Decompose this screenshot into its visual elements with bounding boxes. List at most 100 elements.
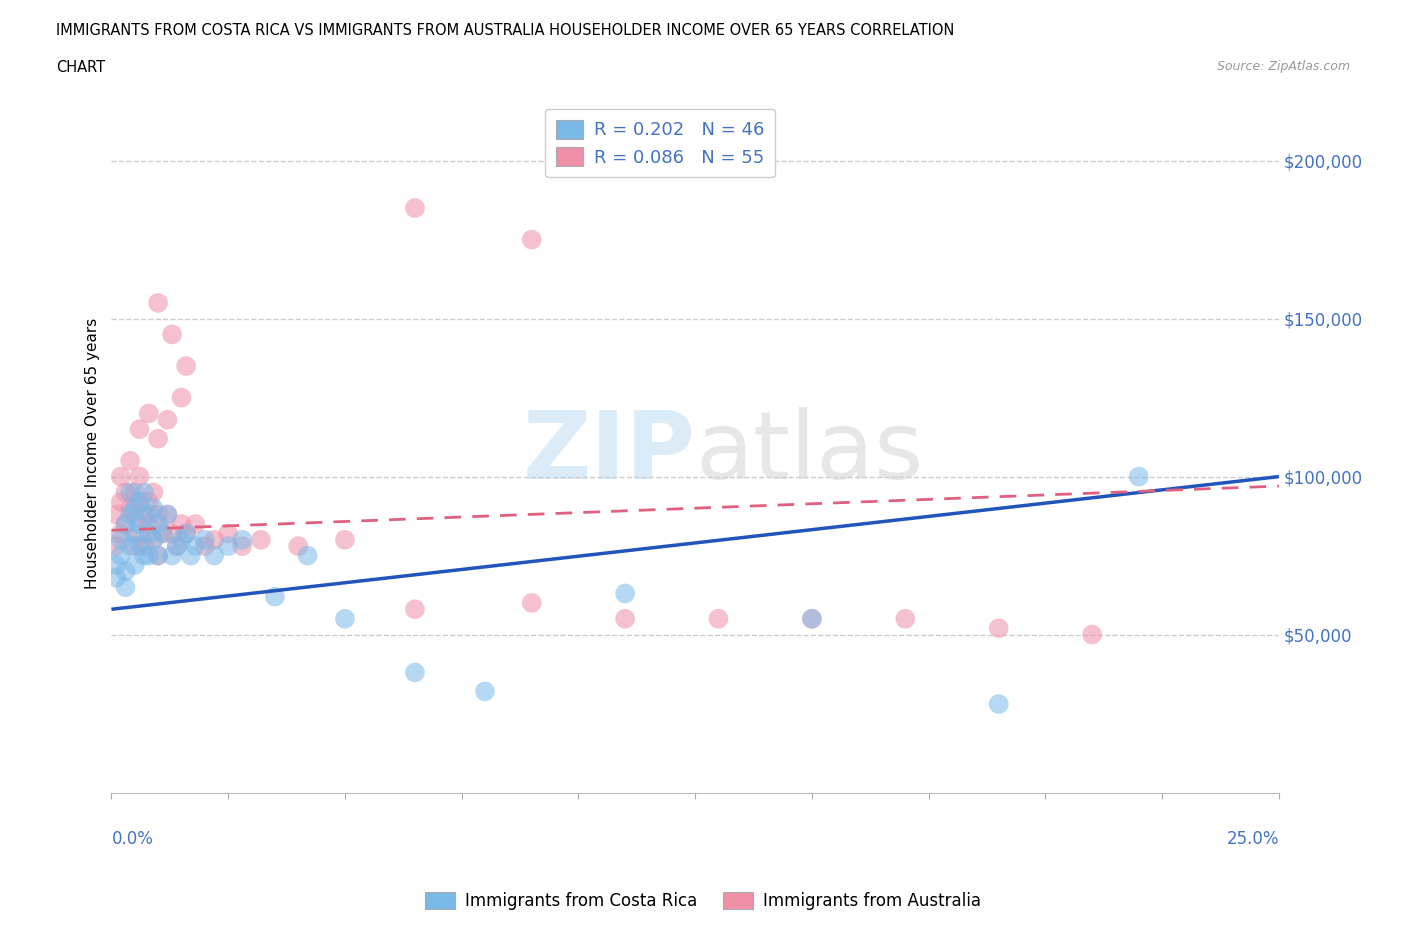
Point — [124, 558, 146, 573]
Point — [160, 526, 183, 541]
Point — [120, 485, 142, 499]
Point — [250, 532, 273, 547]
Point — [138, 526, 160, 541]
Point — [142, 485, 165, 499]
Text: 25.0%: 25.0% — [1226, 830, 1279, 848]
Text: CHART: CHART — [56, 60, 105, 75]
Point — [138, 507, 160, 522]
Point — [987, 697, 1010, 711]
Text: atlas: atlas — [695, 407, 924, 498]
Point — [114, 579, 136, 594]
Point — [231, 532, 253, 547]
Point — [128, 526, 150, 541]
Point — [146, 548, 169, 563]
Point — [105, 507, 128, 522]
Point — [170, 532, 193, 547]
Point — [520, 595, 543, 610]
Point — [1128, 469, 1150, 484]
Point — [152, 526, 174, 541]
Point — [146, 548, 169, 563]
Point — [128, 422, 150, 437]
Point — [800, 611, 823, 626]
Point — [132, 485, 155, 499]
Y-axis label: Householder Income Over 65 years: Householder Income Over 65 years — [86, 317, 100, 589]
Point — [194, 532, 217, 547]
Point — [297, 548, 319, 563]
Point — [404, 201, 426, 216]
Point — [110, 526, 132, 541]
Point — [333, 532, 356, 547]
Point — [184, 538, 207, 553]
Point — [174, 359, 197, 374]
Point — [142, 532, 165, 547]
Point — [105, 558, 128, 573]
Point — [987, 621, 1010, 636]
Point — [170, 516, 193, 531]
Point — [124, 526, 146, 541]
Point — [184, 516, 207, 531]
Point — [120, 453, 142, 468]
Point — [202, 548, 225, 563]
Point — [180, 548, 202, 563]
Point — [114, 516, 136, 531]
Point — [156, 412, 179, 427]
Point — [146, 432, 169, 446]
Point — [138, 406, 160, 421]
Point — [142, 532, 165, 547]
Text: Source: ZipAtlas.com: Source: ZipAtlas.com — [1216, 60, 1350, 73]
Point — [138, 516, 160, 531]
Point — [128, 495, 150, 510]
Point — [217, 538, 239, 553]
Point — [520, 232, 543, 247]
Point — [263, 590, 285, 604]
Point — [132, 548, 155, 563]
Point — [170, 391, 193, 405]
Point — [614, 611, 637, 626]
Point — [132, 538, 155, 553]
Point — [128, 516, 150, 531]
Point — [110, 495, 132, 510]
Point — [146, 507, 169, 522]
Point — [124, 538, 146, 553]
Point — [287, 538, 309, 553]
Point — [138, 495, 160, 510]
Point — [128, 495, 150, 510]
Point — [152, 526, 174, 541]
Text: 0.0%: 0.0% — [111, 830, 153, 848]
Point — [110, 548, 132, 563]
Point — [404, 602, 426, 617]
Legend: R = 0.202   N = 46, R = 0.086   N = 55: R = 0.202 N = 46, R = 0.086 N = 55 — [546, 109, 775, 178]
Point — [105, 538, 128, 553]
Point — [474, 684, 496, 698]
Point — [217, 526, 239, 541]
Point — [124, 500, 146, 515]
Point — [174, 526, 197, 541]
Point — [120, 507, 142, 522]
Point — [128, 538, 150, 553]
Point — [156, 507, 179, 522]
Point — [110, 469, 132, 484]
Point — [132, 507, 155, 522]
Legend: Immigrants from Costa Rica, Immigrants from Australia: Immigrants from Costa Rica, Immigrants f… — [419, 885, 987, 917]
Point — [404, 665, 426, 680]
Point — [114, 485, 136, 499]
Point — [160, 548, 183, 563]
Point — [166, 538, 188, 553]
Point — [120, 500, 142, 515]
Point — [138, 548, 160, 563]
Point — [1081, 627, 1104, 642]
Point — [160, 327, 183, 342]
Point — [194, 538, 217, 553]
Point — [894, 611, 917, 626]
Point — [128, 469, 150, 484]
Point — [156, 507, 179, 522]
Point — [146, 516, 169, 531]
Point — [110, 532, 132, 547]
Point — [142, 500, 165, 515]
Point — [114, 564, 136, 578]
Point — [231, 538, 253, 553]
Text: ZIP: ZIP — [522, 407, 695, 498]
Point — [124, 507, 146, 522]
Point — [614, 586, 637, 601]
Point — [707, 611, 730, 626]
